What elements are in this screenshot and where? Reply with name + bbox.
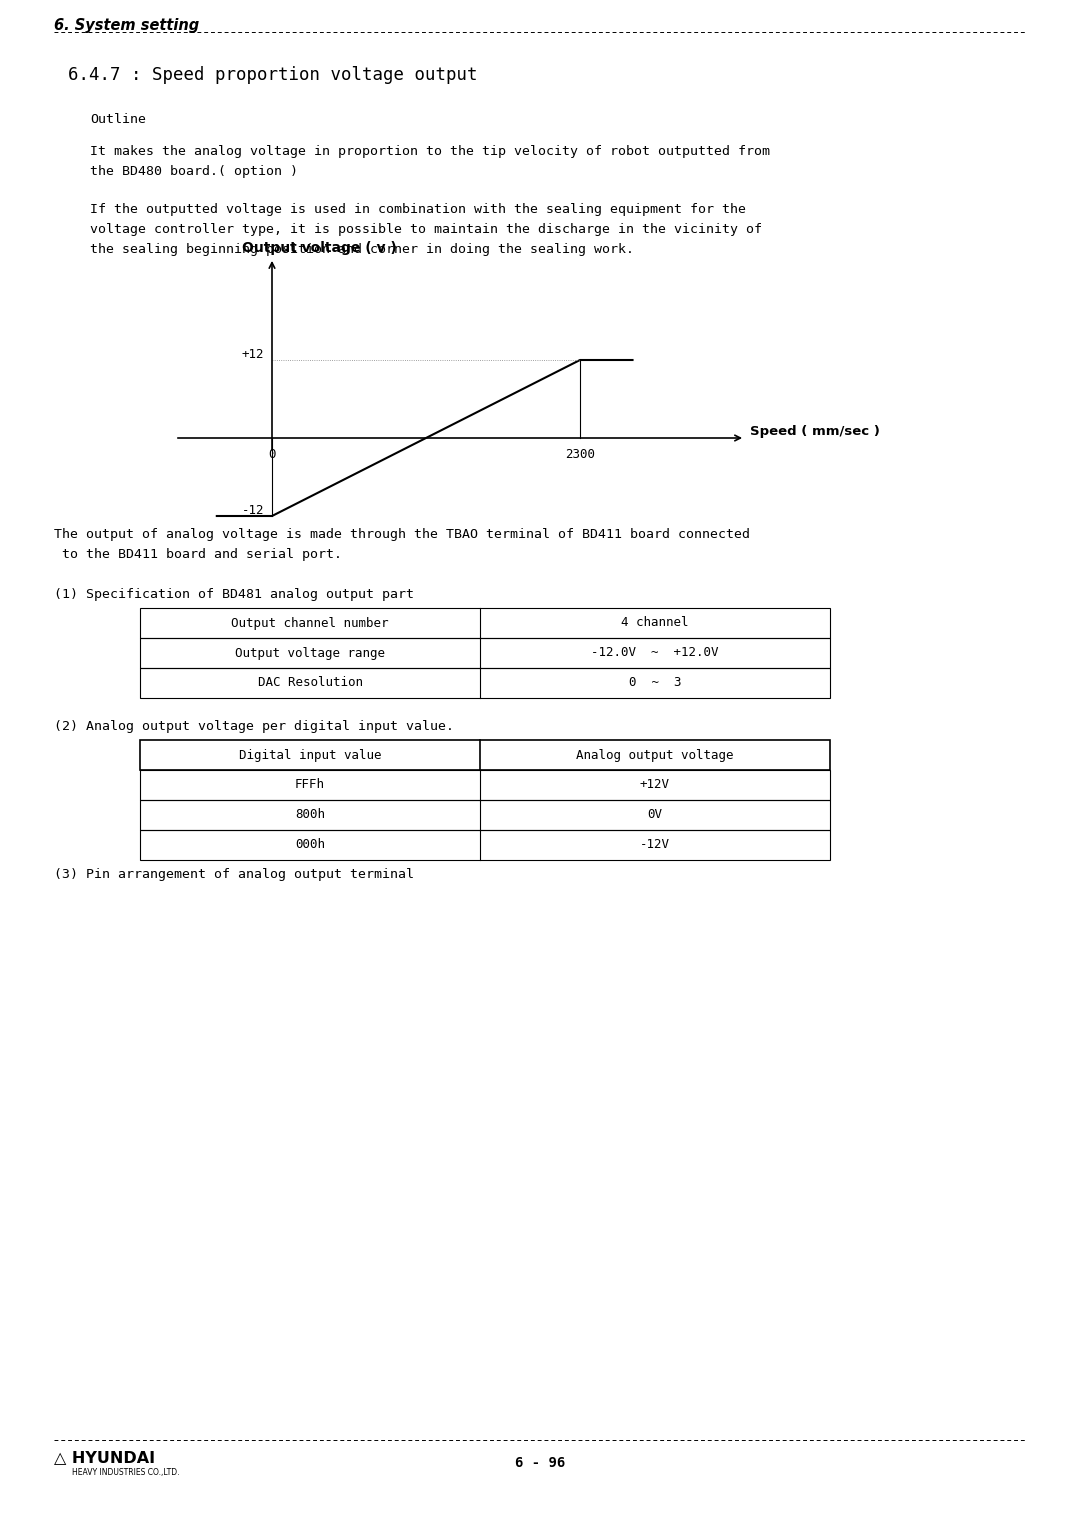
Text: the sealing beginning position and corner in doing the sealing work.: the sealing beginning position and corne…	[90, 243, 634, 257]
Text: Analog output voltage: Analog output voltage	[577, 749, 733, 761]
Bar	[140, 668, 831, 698]
Text: -12: -12	[242, 504, 264, 516]
Text: to the BD411 board and serial port.: to the BD411 board and serial port.	[54, 549, 342, 561]
Text: 4 channel: 4 channel	[621, 616, 689, 630]
Text: △ HYUNDAI: △ HYUNDAI	[54, 1450, 156, 1465]
Text: It makes the analog voltage in proportion to the tip velocity of robot outputted: It makes the analog voltage in proportio…	[90, 145, 770, 157]
Text: FFFh: FFFh	[295, 778, 325, 792]
Text: 6.4.7 : Speed proportion voltage output: 6.4.7 : Speed proportion voltage output	[68, 66, 477, 84]
Text: Speed ( mm/sec ): Speed ( mm/sec )	[750, 425, 880, 439]
Bar	[140, 770, 831, 801]
Text: If the outputted voltage is used in combination with the sealing equipment for t: If the outputted voltage is used in comb…	[90, 203, 746, 215]
Text: The output of analog voltage is made through the TBAO terminal of BD411 board co: The output of analog voltage is made thr…	[54, 529, 750, 541]
Text: Output voltage ( v ): Output voltage ( v )	[242, 241, 396, 255]
Text: voltage controller type, it is possible to maintain the discharge in the vicinit: voltage controller type, it is possible …	[90, 223, 762, 235]
Text: Output voltage range: Output voltage range	[235, 646, 384, 660]
Text: (1) Specification of BD481 analog output part: (1) Specification of BD481 analog output…	[54, 588, 414, 601]
Text: 0  ~  3: 0 ~ 3	[629, 677, 681, 689]
Text: Digital input value: Digital input value	[239, 749, 381, 761]
Bar	[140, 740, 831, 770]
Text: (3) Pin arrangement of analog output terminal: (3) Pin arrangement of analog output ter…	[54, 868, 414, 882]
Text: (2) Analog output voltage per digital input value.: (2) Analog output voltage per digital in…	[54, 720, 454, 733]
Text: 000h: 000h	[295, 839, 325, 851]
Bar	[140, 801, 831, 830]
Text: 6 - 96: 6 - 96	[515, 1456, 565, 1470]
Text: 2300: 2300	[565, 448, 595, 461]
Text: Outline: Outline	[90, 113, 146, 125]
Text: DAC Resolution: DAC Resolution	[257, 677, 363, 689]
Bar	[140, 608, 831, 639]
Text: -12V: -12V	[640, 839, 670, 851]
Text: HEAVY INDUSTRIES CO.,LTD.: HEAVY INDUSTRIES CO.,LTD.	[72, 1468, 179, 1478]
Bar	[140, 830, 831, 860]
Text: 6. System setting: 6. System setting	[54, 18, 199, 34]
Text: +12V: +12V	[640, 778, 670, 792]
Text: +12: +12	[242, 347, 264, 361]
Text: 0: 0	[268, 448, 275, 461]
Text: 800h: 800h	[295, 808, 325, 822]
Text: -12.0V  ~  +12.0V: -12.0V ~ +12.0V	[591, 646, 719, 660]
Text: the BD480 board.( option ): the BD480 board.( option )	[90, 165, 298, 177]
Bar	[140, 639, 831, 668]
Text: Output channel number: Output channel number	[231, 616, 389, 630]
Text: 0V: 0V	[648, 808, 662, 822]
